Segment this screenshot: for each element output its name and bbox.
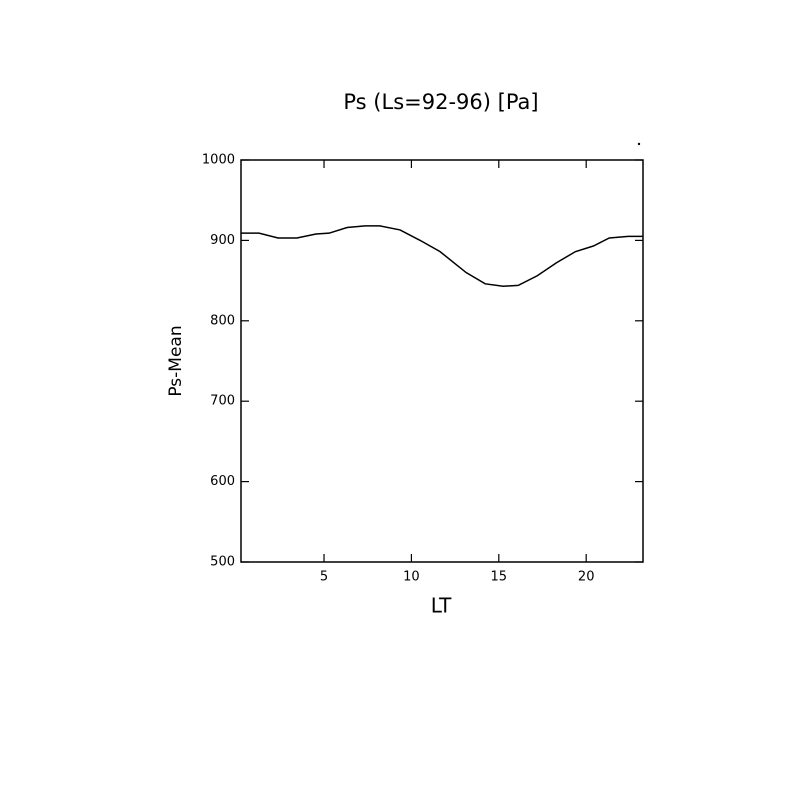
chart-title: Ps (Ls=92-96) [Pa] [343,90,538,114]
plot-frame [240,159,644,563]
y-tick-label: 800 [210,313,235,328]
y-tick-label: 1000 [202,153,235,168]
dot [637,142,641,146]
x-tick-label: 10 [403,570,420,585]
y-tick-label: 900 [210,233,235,248]
y-tick-label: 500 [210,555,235,570]
y-tick-label: 600 [210,474,235,489]
x-tick-label: 20 [578,570,595,585]
x-tick-label: 5 [320,570,328,585]
x-tick-label: 15 [491,570,508,585]
data-line [241,225,643,287]
y-axis-label: Ps-Mean [166,325,186,396]
x-axis-label: LT [431,594,452,618]
y-tick-label: 700 [210,394,235,409]
